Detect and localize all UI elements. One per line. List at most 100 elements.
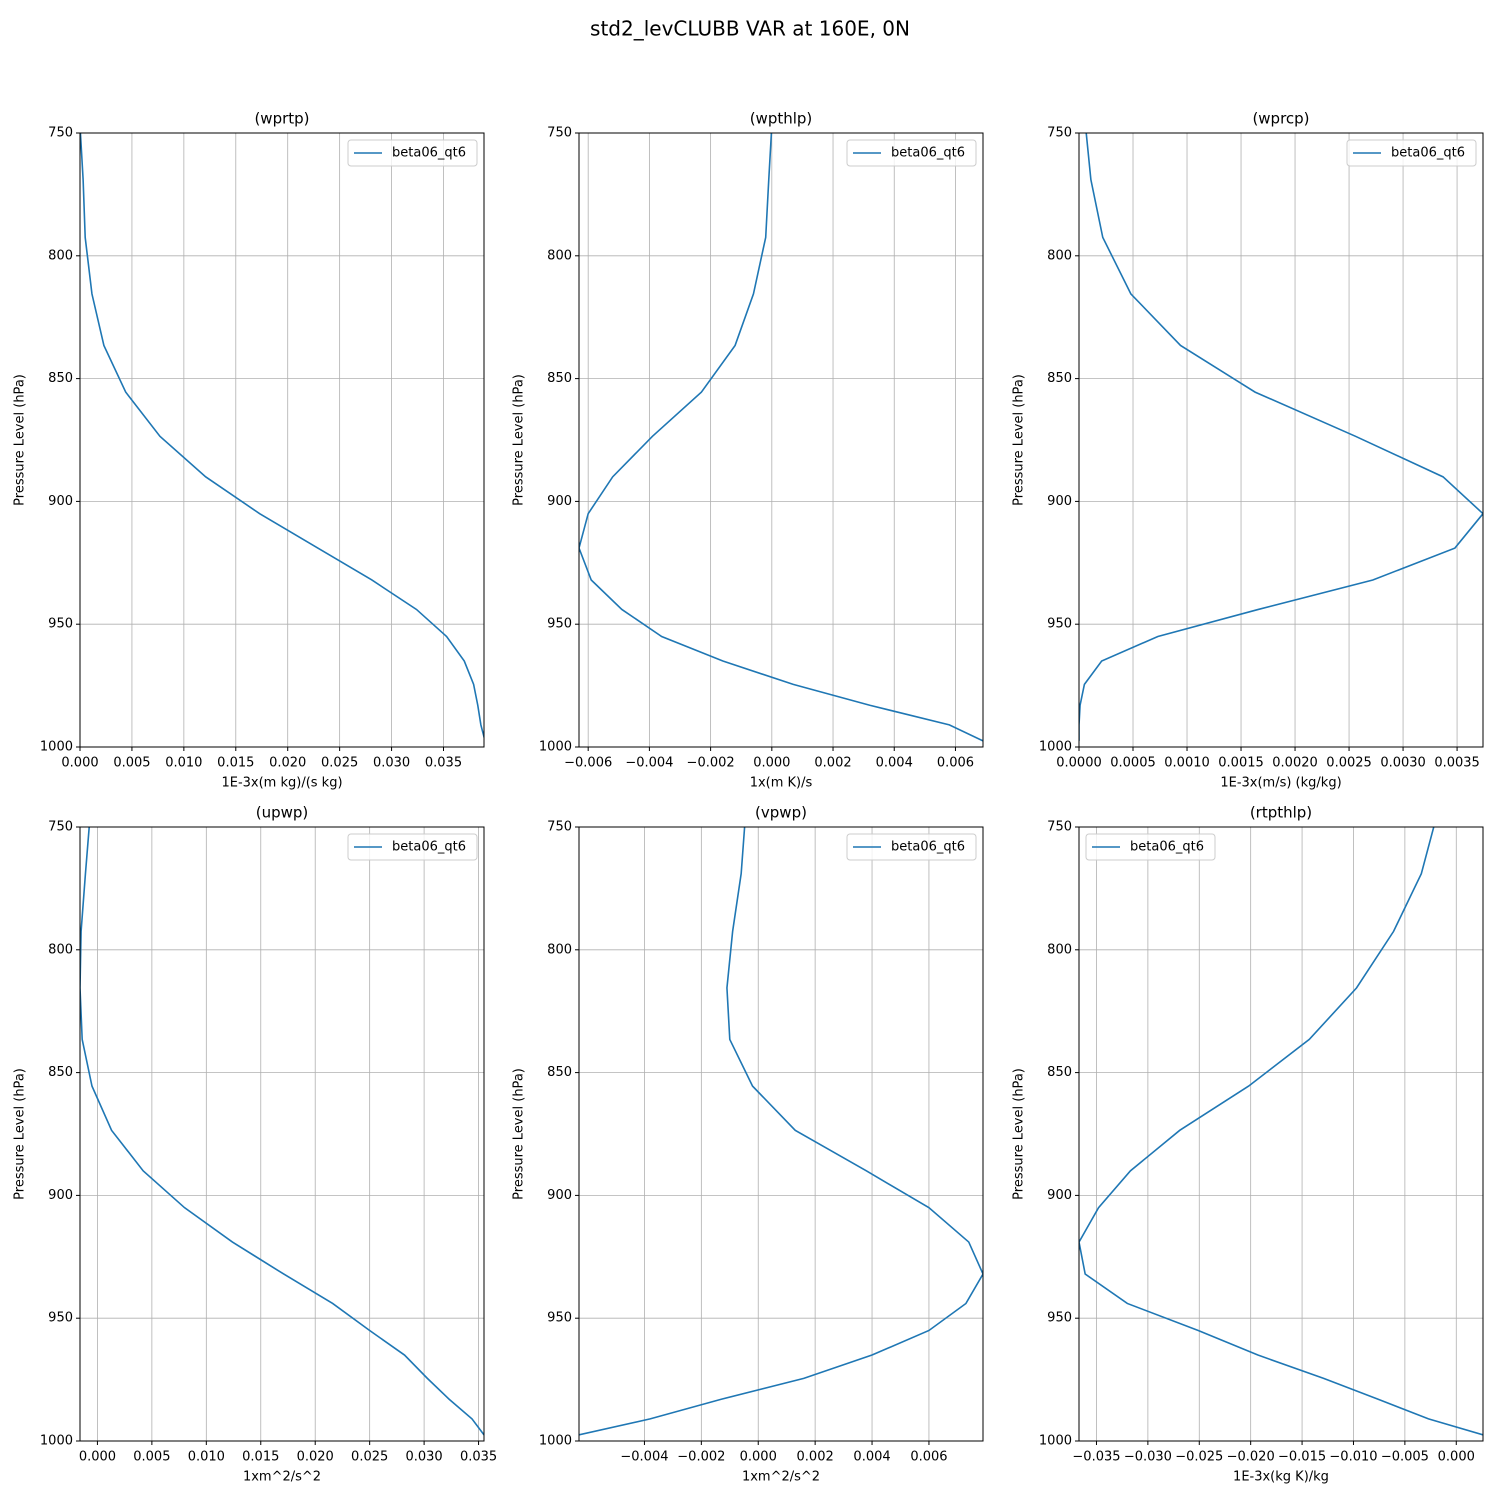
x-tick-label: −0.025 [1175,1450,1223,1465]
legend: beta06_qt6 [347,139,478,167]
y-tick-label: 800 [547,248,572,263]
figure-title: std2_levCLUBB VAR at 160E, 0N [590,17,910,41]
x-tick-label: −0.002 [687,756,735,771]
legend-box [1346,139,1477,167]
x-tick-label: 0.000 [61,756,98,771]
x-tick-label: −0.005 [1381,1450,1429,1465]
legend-label: beta06_qt6 [891,146,965,161]
axes-frame [79,132,485,748]
subplot: 0.000 0.005 0.010 0.015 0.020 0.025 0.030 0.035… [13,110,485,791]
y-tick-label: 1000 [40,740,73,755]
subplot-title: (vpwp) [755,804,807,822]
subplot: 0.000 0.005 0.010 0.015 0.020 0.025 0.030 0.035… [13,804,498,1485]
x-tick-label: −0.004 [625,756,673,771]
x-tick-label: 0.030 [405,1450,442,1465]
axes-frame [1078,132,1484,748]
y-tick-label: 950 [1047,617,1072,632]
x-tick-label: −0.002 [677,1450,725,1465]
x-tick-label: 0.0030 [1380,756,1426,771]
legend: beta06_qt6 [846,833,977,861]
y-tick-label: 950 [1047,1311,1072,1326]
x-tick-label: 0.005 [113,756,150,771]
y-tick-label: 750 [48,820,73,835]
subplot: −0.006 −0.004 −0.002 0.000 0.002 0.004 0.006 75… [512,110,984,791]
y-tick-label: 900 [48,494,73,509]
legend-label: beta06_qt6 [891,840,965,855]
y-axis-label: Pressure Level (hPa) [1012,1068,1027,1200]
subplot: 0.0000 0.0005 0.0010 0.0015 0.0020 0.0025 0.00… [1012,110,1484,791]
subplot-title: (wpthlp) [750,110,813,128]
y-tick-label: 950 [48,617,73,632]
y-tick-label: 1000 [1039,1434,1072,1449]
legend-box [846,833,977,861]
x-tick-label: 0.025 [321,756,358,771]
y-tick-label: 800 [1047,942,1072,957]
y-tick-label: 750 [1047,126,1072,141]
series-line [80,133,484,741]
x-tick-label: 0.035 [425,756,462,771]
axes-frame [578,826,984,1442]
y-tick-label: 850 [1047,371,1072,386]
x-axis-label: 1x(m K)/s [750,776,813,791]
x-tick-label: 0.0010 [1164,756,1210,771]
x-tick-label: 0.000 [1438,1450,1475,1465]
x-axis-label: 1E-3x(m/s) (kg/kg) [1220,776,1341,791]
legend: beta06_qt6 [1085,833,1216,861]
y-tick-label: 900 [547,1188,572,1203]
x-tick-label: 0.020 [297,1450,334,1465]
x-tick-label: −0.035 [1072,1450,1120,1465]
y-tick-label: 950 [547,617,572,632]
x-tick-label: 0.0035 [1434,756,1480,771]
x-tick-label: 0.0020 [1272,756,1318,771]
x-tick-label: 0.000 [740,1450,777,1465]
subplot-title: (rtpthlp) [1250,804,1312,822]
y-tick-label: 900 [1047,494,1072,509]
subplot: −0.035 −0.030 −0.025 −0.020 −0.015 −0.010 −0.0… [1012,804,1484,1485]
y-tick-label: 800 [48,942,73,957]
series-line [579,827,983,1436]
y-axis-label: Pressure Level (hPa) [1012,374,1027,506]
y-tick-label: 1000 [40,1434,73,1449]
series-line [1079,827,1483,1436]
x-tick-label: 0.004 [876,756,913,771]
x-tick-label: 0.0005 [1110,756,1156,771]
x-tick-label: −0.030 [1124,1450,1172,1465]
y-axis-label: Pressure Level (hPa) [13,1068,28,1200]
series-line [1079,133,1483,741]
x-axis-label: 1xm^2/s^2 [742,1470,820,1485]
y-tick-label: 950 [48,1311,73,1326]
y-tick-label: 800 [1047,248,1072,263]
y-tick-label: 900 [1047,1188,1072,1203]
x-tick-label: −0.004 [620,1450,668,1465]
y-tick-label: 750 [547,126,572,141]
y-tick-label: 850 [1047,1065,1072,1080]
legend-label: beta06_qt6 [392,840,466,855]
y-tick-label: 1000 [539,740,572,755]
y-tick-label: 850 [48,1065,73,1080]
y-axis-label: Pressure Level (hPa) [512,374,527,506]
legend-box [1085,833,1216,861]
y-tick-label: 750 [48,126,73,141]
legend-label: beta06_qt6 [1391,146,1465,161]
axes-frame [578,132,984,748]
y-tick-label: 800 [547,942,572,957]
x-tick-label: 0.010 [165,756,202,771]
x-tick-label: 0.005 [133,1450,170,1465]
legend-label: beta06_qt6 [392,146,466,161]
legend: beta06_qt6 [846,139,977,167]
axes-frame [1078,826,1484,1442]
legend: beta06_qt6 [347,833,478,861]
x-tick-label: 0.0015 [1218,756,1264,771]
y-axis-label: Pressure Level (hPa) [512,1068,527,1200]
legend-box [846,139,977,167]
x-tick-label: −0.006 [564,756,612,771]
x-tick-label: 0.010 [188,1450,225,1465]
x-axis-label: 1E-3x(kg K)/kg [1233,1470,1329,1485]
subplot: −0.004 −0.002 0.000 0.002 0.004 0.006 750 800 85… [512,804,984,1485]
x-tick-label: 0.006 [937,756,974,771]
x-tick-label: 0.002 [814,756,851,771]
y-tick-label: 850 [48,371,73,386]
x-tick-label: 0.000 [753,756,790,771]
